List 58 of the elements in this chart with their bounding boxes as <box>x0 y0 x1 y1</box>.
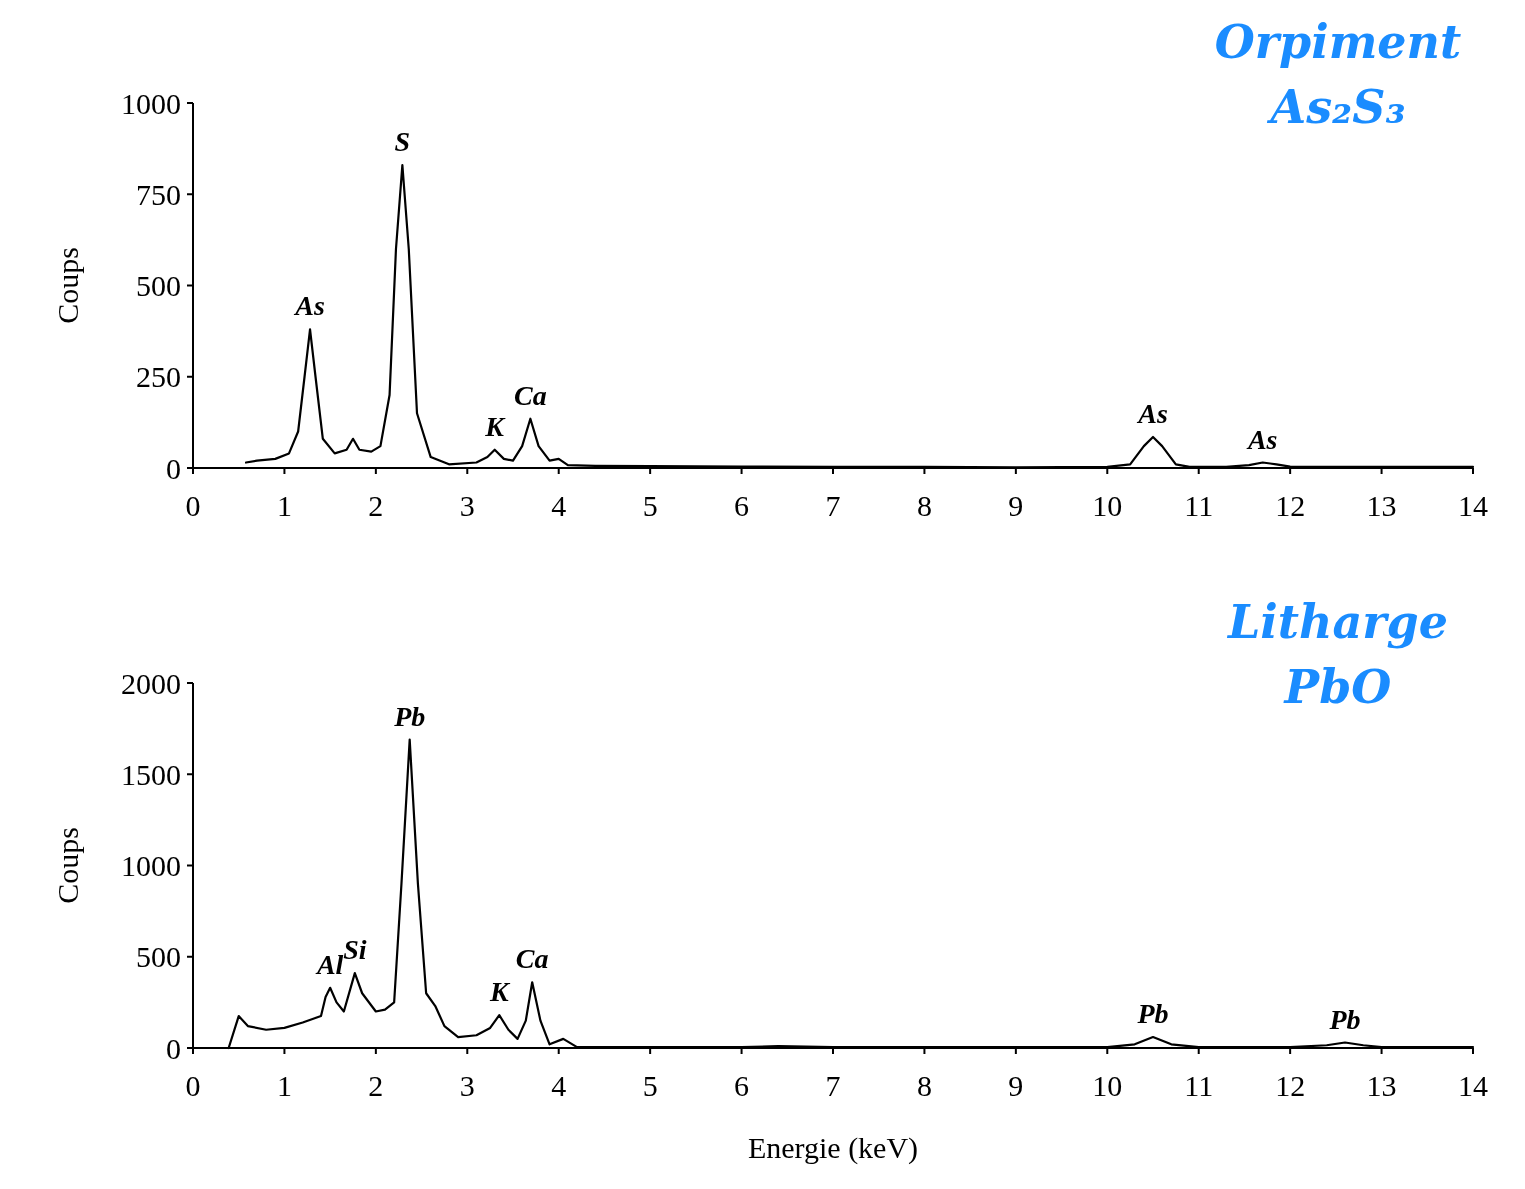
x-tick-label: 11 <box>1184 1069 1214 1102</box>
x-tick-label: 2 <box>368 489 384 522</box>
x-tick-label: 8 <box>916 489 932 522</box>
x-tick-label: 3 <box>459 1069 475 1102</box>
annotation: As <box>293 290 325 322</box>
y-tick-label: 1000 <box>121 849 181 882</box>
y-tick-label: 0 <box>166 1031 181 1065</box>
x-tick-label: 10 <box>1092 1069 1123 1102</box>
y-tick-label: 500 <box>136 269 181 302</box>
annotation: Al <box>314 948 344 980</box>
x-tick-label: 11 <box>1184 489 1214 522</box>
annotation: As <box>1245 423 1278 455</box>
x-tick-label: 7 <box>825 1069 841 1102</box>
annotation: K <box>484 410 507 442</box>
x-tick-label: 4 <box>551 489 567 522</box>
y-tick-label: 1000 <box>121 86 181 120</box>
annotation: Pb <box>1328 1003 1361 1035</box>
chart-subtitle: PbO <box>1282 660 1392 714</box>
y-tick-label: 1500 <box>121 757 181 791</box>
y-axis-title: Coups <box>51 827 84 904</box>
y-tick-label: 0 <box>166 451 181 485</box>
x-tick-label: 7 <box>825 489 841 522</box>
annotation: Ca <box>514 379 547 411</box>
x-tick-label: 14 <box>1458 489 1488 522</box>
annotation: Pb <box>1136 998 1169 1030</box>
x-tick-label: 12 <box>1275 489 1306 522</box>
annotation: Ca <box>515 943 549 975</box>
x-tick-label: 1 <box>276 489 292 522</box>
x-tick-label: 5 <box>642 1069 658 1102</box>
x-tick-label: 8 <box>916 1069 932 1102</box>
y-tick-label: 500 <box>136 940 181 974</box>
chart-title: Litharge <box>1226 595 1448 649</box>
annotation: As <box>1136 397 1168 429</box>
x-tick-label: 14 <box>1458 1069 1488 1102</box>
x-tick-label: 3 <box>459 489 475 522</box>
x-tick-label: 1 <box>276 1069 292 1102</box>
x-tick-label: 4 <box>551 1069 567 1102</box>
x-tick-label: 10 <box>1092 489 1123 522</box>
annotation: S <box>394 126 411 158</box>
chart-subtitle: As₂S₃ <box>1266 80 1406 134</box>
y-tick-label: 750 <box>136 177 181 211</box>
annotation: Si <box>343 934 367 966</box>
x-tick-label: 9 <box>1008 1069 1024 1102</box>
x-tick-label: 12 <box>1275 1069 1306 1102</box>
x-tick-label: 6 <box>734 489 750 522</box>
x-tick-label: 6 <box>734 1069 750 1102</box>
chart-title: Orpiment <box>1214 15 1462 69</box>
x-tick-label: 5 <box>642 489 658 522</box>
x-tick-label: 13 <box>1366 1069 1397 1102</box>
annotation: K <box>488 976 511 1008</box>
x-tick-label: 2 <box>368 1069 384 1102</box>
x-axis-title: Energie (keV) <box>747 1131 919 1165</box>
y-tick-label: 250 <box>136 360 181 394</box>
y-axis-title: Coups <box>51 247 84 324</box>
annotation: Pb <box>393 700 426 732</box>
y-tick-label: 2000 <box>121 666 181 700</box>
x-tick-label: 13 <box>1366 489 1397 522</box>
x-tick-label: 9 <box>1008 489 1024 522</box>
